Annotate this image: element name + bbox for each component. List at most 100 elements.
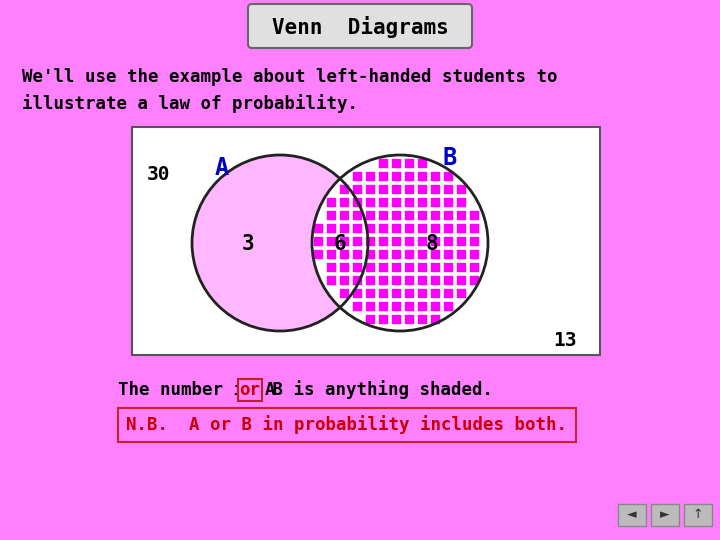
FancyBboxPatch shape bbox=[238, 379, 261, 401]
Point bbox=[468, 276, 480, 285]
Point bbox=[455, 237, 467, 245]
Point bbox=[416, 224, 428, 232]
Point bbox=[338, 262, 350, 271]
Point bbox=[338, 185, 350, 193]
Bar bbox=[618, 504, 646, 526]
Text: B: B bbox=[443, 146, 457, 170]
Point bbox=[338, 249, 350, 258]
Point bbox=[429, 315, 441, 323]
Point bbox=[312, 224, 324, 232]
Point bbox=[390, 185, 402, 193]
Bar bbox=[118, 408, 576, 442]
Point bbox=[403, 237, 415, 245]
Point bbox=[377, 249, 389, 258]
Text: We'll use the example about left-handed students to: We'll use the example about left-handed … bbox=[22, 68, 557, 86]
Point bbox=[377, 159, 389, 167]
Point bbox=[429, 262, 441, 271]
Point bbox=[377, 276, 389, 285]
Text: 6: 6 bbox=[333, 234, 346, 254]
Point bbox=[455, 249, 467, 258]
Point bbox=[390, 198, 402, 206]
Text: 3: 3 bbox=[242, 234, 254, 254]
Point bbox=[351, 237, 363, 245]
Point bbox=[403, 262, 415, 271]
Point bbox=[468, 211, 480, 219]
Point bbox=[416, 276, 428, 285]
Point bbox=[390, 211, 402, 219]
Text: A: A bbox=[215, 156, 229, 180]
Point bbox=[442, 185, 454, 193]
Point bbox=[416, 262, 428, 271]
Point bbox=[390, 237, 402, 245]
Point bbox=[325, 276, 337, 285]
Point bbox=[442, 224, 454, 232]
Point bbox=[390, 249, 402, 258]
Point bbox=[377, 185, 389, 193]
Point bbox=[403, 224, 415, 232]
Point bbox=[338, 198, 350, 206]
Text: The number in A: The number in A bbox=[118, 381, 286, 399]
Point bbox=[442, 198, 454, 206]
Point bbox=[390, 262, 402, 271]
Point bbox=[351, 289, 363, 298]
Point bbox=[455, 211, 467, 219]
Point bbox=[338, 211, 350, 219]
Bar bbox=[132, 127, 600, 355]
Point bbox=[364, 315, 376, 323]
Point bbox=[455, 224, 467, 232]
Point bbox=[442, 237, 454, 245]
Point bbox=[351, 198, 363, 206]
Point bbox=[429, 224, 441, 232]
Point bbox=[390, 302, 402, 310]
Point bbox=[442, 211, 454, 219]
Point bbox=[403, 276, 415, 285]
Circle shape bbox=[192, 155, 368, 331]
Text: 13: 13 bbox=[553, 330, 577, 349]
Point bbox=[455, 276, 467, 285]
Point bbox=[416, 249, 428, 258]
Point bbox=[468, 249, 480, 258]
Point bbox=[403, 211, 415, 219]
Point bbox=[429, 172, 441, 180]
Point bbox=[364, 198, 376, 206]
Point bbox=[429, 211, 441, 219]
Point bbox=[442, 249, 454, 258]
Circle shape bbox=[312, 155, 488, 331]
Point bbox=[429, 198, 441, 206]
Point bbox=[468, 224, 480, 232]
Point bbox=[325, 262, 337, 271]
Point bbox=[442, 289, 454, 298]
Point bbox=[364, 249, 376, 258]
Point bbox=[351, 249, 363, 258]
Text: B is anything shaded.: B is anything shaded. bbox=[261, 381, 492, 400]
Point bbox=[377, 289, 389, 298]
Point bbox=[455, 185, 467, 193]
Point bbox=[312, 249, 324, 258]
Point bbox=[351, 185, 363, 193]
Point bbox=[351, 211, 363, 219]
Text: N.B.  A or B in probability includes both.: N.B. A or B in probability includes both… bbox=[127, 415, 567, 435]
Point bbox=[416, 237, 428, 245]
Point bbox=[468, 262, 480, 271]
Point bbox=[377, 224, 389, 232]
Text: illustrate a law of probability.: illustrate a law of probability. bbox=[22, 94, 358, 113]
Point bbox=[351, 262, 363, 271]
Text: ►: ► bbox=[660, 509, 670, 522]
Point bbox=[416, 185, 428, 193]
Point bbox=[429, 289, 441, 298]
Point bbox=[468, 237, 480, 245]
Point bbox=[416, 211, 428, 219]
Point bbox=[416, 289, 428, 298]
Point bbox=[416, 159, 428, 167]
Bar bbox=[684, 504, 712, 526]
Point bbox=[377, 211, 389, 219]
Point bbox=[364, 276, 376, 285]
Point bbox=[338, 237, 350, 245]
Text: 30: 30 bbox=[146, 165, 170, 185]
Point bbox=[377, 302, 389, 310]
Point bbox=[403, 315, 415, 323]
Point bbox=[325, 224, 337, 232]
Point bbox=[403, 198, 415, 206]
Point bbox=[429, 302, 441, 310]
Point bbox=[325, 249, 337, 258]
